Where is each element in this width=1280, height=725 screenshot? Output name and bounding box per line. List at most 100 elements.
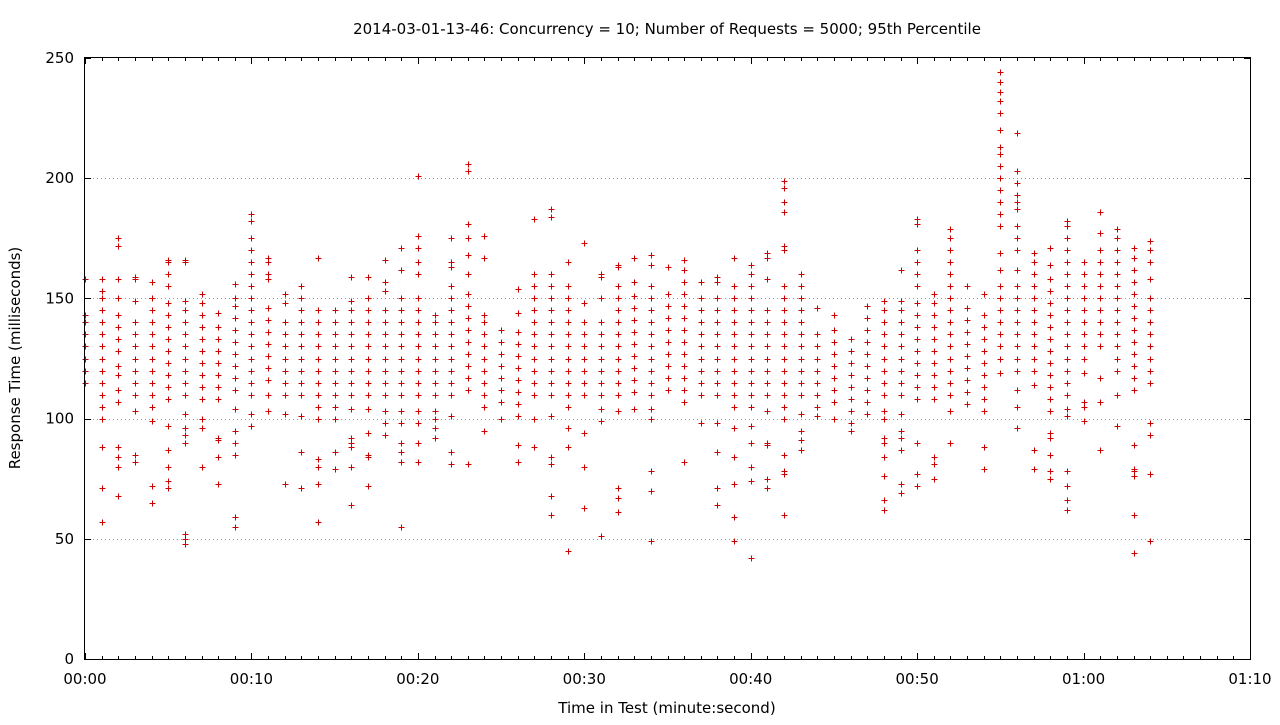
data-point: [714, 502, 721, 509]
data-point: [781, 209, 788, 216]
data-point: [581, 300, 588, 307]
x-tick-labels: 00:00 00:10 00:20 00:30 00:40 00:50 01:00 01:10: [63, 670, 1271, 688]
data-point: [698, 380, 705, 387]
data-point: [248, 211, 255, 218]
data-point: [149, 356, 156, 363]
data-point: [115, 493, 122, 500]
data-point: [548, 413, 555, 420]
data-point: [199, 384, 206, 391]
data-point: [332, 466, 339, 473]
data-point: [348, 319, 355, 326]
data-point: [531, 368, 538, 375]
data-point: [332, 307, 339, 314]
data-point: [498, 351, 505, 358]
data-point: [365, 392, 372, 399]
data-point: [997, 370, 1004, 377]
data-point: [565, 331, 572, 338]
data-point: [265, 392, 272, 399]
data-point: [248, 259, 255, 266]
data-point: [981, 372, 988, 379]
data-point: [648, 368, 655, 375]
data-point: [798, 392, 805, 399]
data-point: [1131, 351, 1138, 358]
data-point: [947, 368, 954, 375]
data-point: [631, 279, 638, 286]
data-point: [864, 363, 871, 370]
data-point: [115, 276, 122, 283]
data-point: [99, 307, 106, 314]
data-point: [415, 440, 422, 447]
data-point: [714, 356, 721, 363]
data-point: [997, 211, 1004, 218]
data-point: [1047, 245, 1054, 252]
data-point: [1064, 507, 1071, 514]
data-point: [1081, 418, 1088, 425]
data-point: [631, 293, 638, 300]
data-point: [548, 206, 555, 213]
data-point: [432, 343, 439, 350]
data-point: [947, 226, 954, 233]
data-point: [415, 173, 422, 180]
data-point: [648, 307, 655, 314]
data-point: [298, 283, 305, 290]
data-point: [931, 291, 938, 298]
data-point: [1014, 387, 1021, 394]
data-point: [648, 406, 655, 413]
data-point: [149, 500, 156, 507]
data-point: [1081, 259, 1088, 266]
data-point: [1147, 368, 1154, 375]
data-point: [1114, 368, 1121, 375]
data-point: [115, 387, 122, 394]
data-point: [498, 327, 505, 334]
data-point: [714, 295, 721, 302]
data-point: [132, 368, 139, 375]
data-point: [99, 392, 106, 399]
data-point: [1031, 466, 1038, 473]
data-point: [615, 380, 622, 387]
data-point: [1047, 372, 1054, 379]
data-point: [199, 348, 206, 355]
data-point: [914, 312, 921, 319]
data-point: [997, 175, 1004, 182]
data-point: [731, 307, 738, 314]
data-point: [165, 372, 172, 379]
data-point: [265, 255, 272, 262]
data-point: [165, 283, 172, 290]
data-point: [1147, 420, 1154, 427]
data-point: [898, 435, 905, 442]
data-point: [365, 483, 372, 490]
data-point: [748, 478, 755, 485]
data-point: [248, 368, 255, 375]
data-point: [698, 295, 705, 302]
data-point: [382, 307, 389, 314]
data-point: [1031, 319, 1038, 326]
data-point: [1014, 168, 1021, 175]
data-point: [1047, 360, 1054, 367]
data-point: [798, 437, 805, 444]
data-point: [1147, 343, 1154, 350]
data-point: [798, 356, 805, 363]
data-point: [215, 310, 222, 317]
data-point: [731, 425, 738, 432]
data-point: [898, 307, 905, 314]
data-point: [348, 502, 355, 509]
data-point: [265, 377, 272, 384]
data-point: [481, 331, 488, 338]
y-tick-label: 150: [45, 289, 74, 307]
data-point: [415, 319, 422, 326]
data-point: [598, 343, 605, 350]
data-point: [448, 259, 455, 266]
data-point: [232, 452, 239, 459]
data-point: [981, 408, 988, 415]
x-tick-label: 01:10: [1228, 670, 1271, 688]
data-point: [997, 331, 1004, 338]
data-point: [914, 259, 921, 266]
data-point: [398, 307, 405, 314]
data-point: [848, 408, 855, 415]
data-point: [282, 392, 289, 399]
data-point: [1014, 199, 1021, 206]
data-point: [298, 356, 305, 363]
data-point: [1131, 375, 1138, 382]
data-point: [931, 461, 938, 468]
data-point: [997, 151, 1004, 158]
